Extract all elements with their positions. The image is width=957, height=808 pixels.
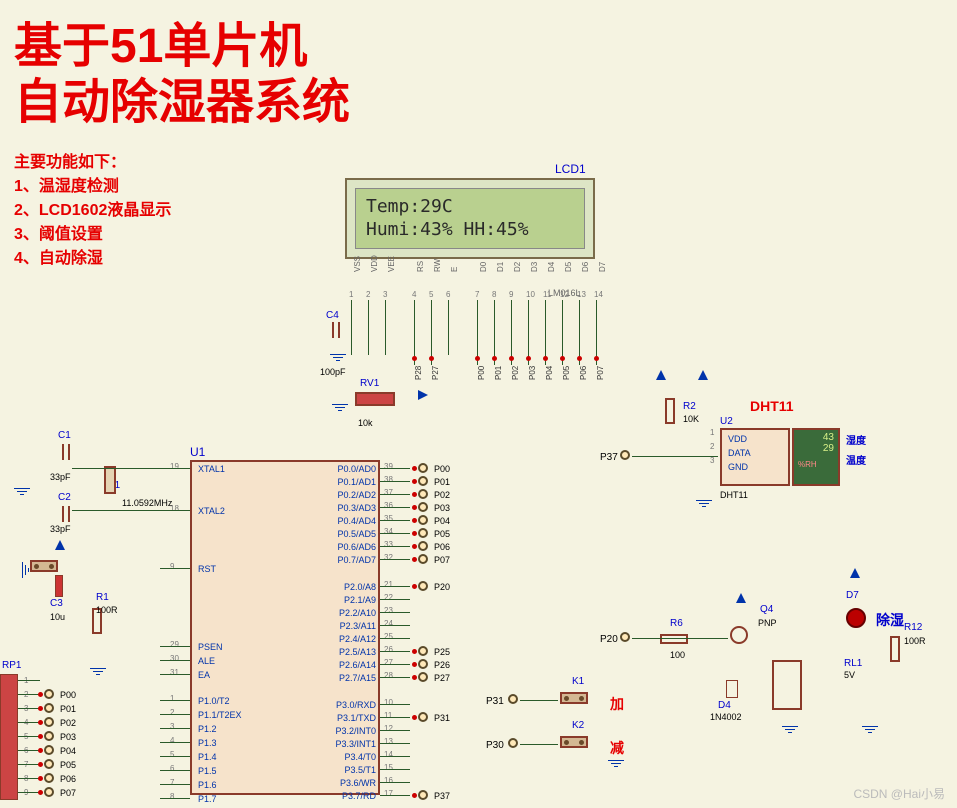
d7-ref: D7: [846, 590, 859, 601]
humi-label: 湿度: [846, 432, 866, 447]
k1-button[interactable]: [560, 692, 588, 704]
p30-label: P30: [486, 740, 504, 751]
c2-ref: C2: [58, 492, 71, 503]
reset-button[interactable]: [30, 560, 58, 572]
arrow-rv1: [418, 390, 428, 400]
d4-val: 1N4002: [710, 712, 742, 722]
feature-1: 1、温湿度检测: [14, 172, 119, 196]
p30-pad: [508, 738, 518, 748]
title-line2: 自动除湿器系统: [14, 62, 350, 132]
p31-label: P31: [486, 696, 504, 707]
x1: [104, 466, 116, 494]
c1-ref: C1: [58, 430, 71, 441]
c2-val: 33pF: [50, 524, 71, 534]
rp1: [0, 674, 18, 800]
lcd-ref: LCD1: [555, 162, 586, 176]
features-header: 主要功能如下：: [14, 148, 126, 172]
c4-val: 100pF: [320, 367, 346, 377]
p37-label: P37: [600, 452, 618, 463]
lcd-line1: Temp:29C: [366, 195, 574, 218]
p31-pad: [508, 694, 518, 704]
arrow-dht-vdd: [698, 370, 708, 380]
d7-led: [846, 608, 866, 628]
watermark: CSDN @Hai小易: [853, 785, 945, 802]
p20-label: P20: [600, 634, 618, 645]
rv1-val: 10k: [358, 418, 373, 428]
k2-label: 减: [610, 738, 624, 758]
lcd-module: Temp:29C Humi:43% HH:45%: [345, 178, 595, 259]
feature-2: 2、LCD1602液晶显示: [14, 196, 171, 220]
k1-ref: K1: [572, 676, 584, 687]
rp1-ref: RP1: [2, 660, 21, 671]
p37-pad: [620, 450, 630, 460]
lcd-line2: Humi:43% HH:45%: [366, 218, 574, 241]
rl1-ref: RL1: [844, 658, 862, 669]
arrow-q4: [736, 593, 746, 603]
rv1-ref: RV1: [360, 378, 379, 389]
u2-ref: U2: [720, 416, 733, 427]
mcu-ref: U1: [190, 445, 205, 459]
x1-val: 11.0592MHz: [122, 498, 172, 508]
p20-pad: [620, 632, 630, 642]
arrow-reset: [55, 540, 65, 550]
r2: [665, 398, 675, 424]
k2-button[interactable]: [560, 736, 588, 748]
rv1: [355, 392, 395, 406]
r6-val: 100: [670, 650, 685, 660]
arrow-d7: [850, 568, 860, 578]
c3-ref: C3: [50, 598, 63, 609]
c3-val: 10u: [50, 612, 65, 622]
rl1-val: 5V: [844, 670, 855, 680]
feature-3: 3、阈值设置: [14, 220, 103, 244]
r2-ref: R2: [683, 401, 696, 412]
r6: [660, 634, 688, 644]
q4-ref: Q4: [760, 604, 773, 615]
c1-val: 33pF: [50, 472, 71, 482]
c3: [55, 575, 63, 597]
r1-val: 100R: [96, 605, 118, 615]
q4: [730, 626, 748, 644]
u2-part: DHT11: [720, 490, 748, 500]
u2-chip: VDD DATA GND: [720, 428, 790, 486]
r12-val: 100R: [904, 636, 926, 646]
q4-val: PNP: [758, 618, 777, 628]
k2-ref: K2: [572, 720, 584, 731]
r1-ref: R1: [96, 592, 109, 603]
d7-label: 除湿: [876, 610, 904, 630]
c4-ref: C4: [326, 310, 339, 321]
dht11-title: DHT11: [750, 398, 794, 414]
r6-ref: R6: [670, 618, 683, 629]
d4: [726, 680, 738, 698]
r12-ref: R12: [904, 622, 922, 633]
r12: [890, 636, 900, 662]
temp-label: 温度: [846, 452, 866, 467]
feature-4: 4、自动除湿: [14, 244, 103, 268]
dht11-display: 43 29 %RH: [792, 428, 840, 486]
k1-label: 加: [610, 694, 624, 714]
arrow-r2: [656, 370, 666, 380]
r2-val: 10K: [683, 414, 699, 424]
rl1: [772, 660, 802, 710]
d4-ref: D4: [718, 700, 731, 711]
